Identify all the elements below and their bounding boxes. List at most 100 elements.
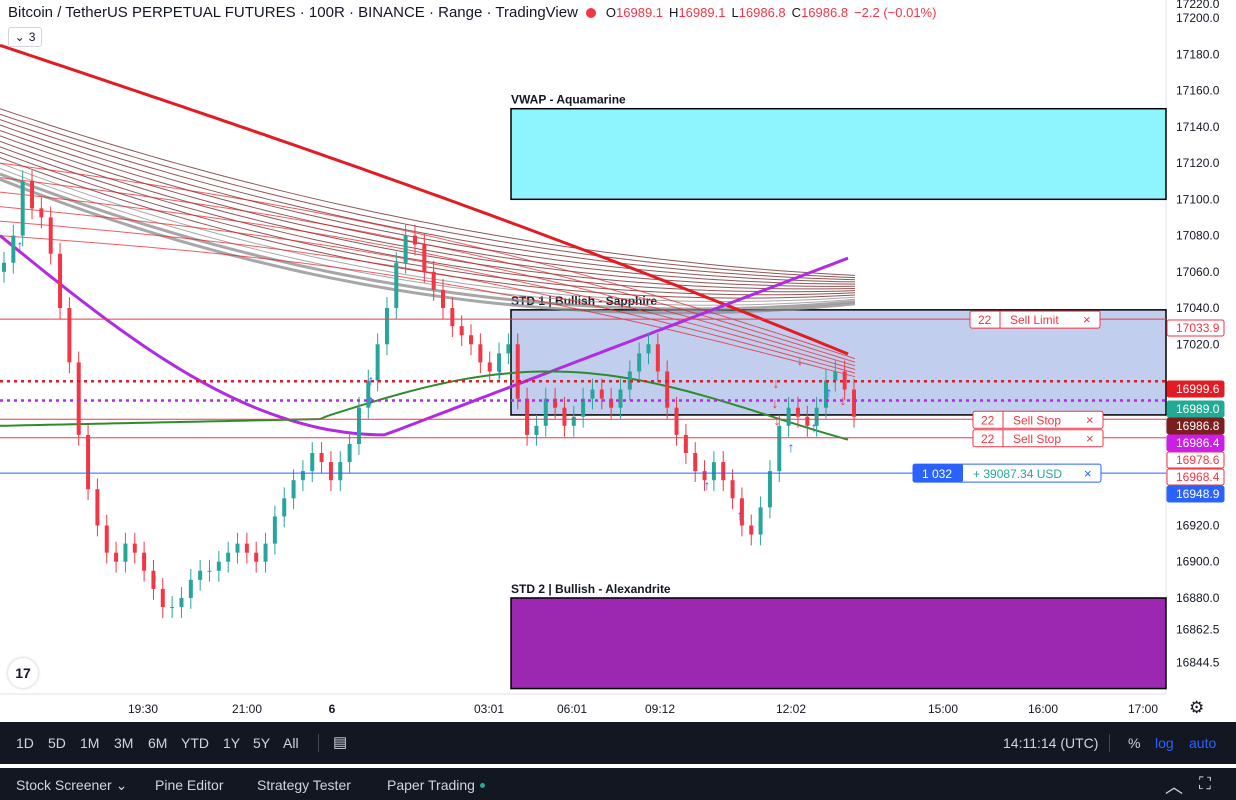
- range-button-5y[interactable]: 5Y: [253, 735, 271, 751]
- chevron-up-icon[interactable]: ︿: [1165, 777, 1183, 797]
- ma-ribbon-line: [0, 146, 856, 293]
- candle-body: [86, 434, 91, 490]
- candle-body: [618, 389, 623, 408]
- range-button-ytd[interactable]: YTD: [181, 735, 209, 751]
- candle-body: [375, 344, 380, 381]
- candle-body: [207, 570, 212, 572]
- ma-ribbon-line: [0, 140, 856, 290]
- price-tick-label: 16862.5: [1176, 623, 1220, 637]
- gear-icon[interactable]: ⚙: [1189, 698, 1205, 717]
- chevron-down-icon: ⌄: [14, 30, 25, 44]
- candle-body: [749, 525, 754, 535]
- range-button-3m[interactable]: 3M: [114, 735, 134, 751]
- candle-body: [291, 480, 296, 499]
- tab-stock-screener[interactable]: Stock Screener ⌄: [16, 777, 128, 793]
- sell-signal-arrow-icon: ↓: [797, 352, 804, 368]
- candle-body: [319, 453, 324, 463]
- close-order-icon[interactable]: ×: [1083, 312, 1091, 327]
- candle-body: [179, 597, 184, 608]
- price-label-text: 16999.6: [1176, 382, 1220, 396]
- range-button-1y[interactable]: 1Y: [223, 735, 241, 751]
- calendar-icon[interactable]: ▤: [333, 734, 348, 751]
- tradingview-logo[interactable]: 17: [8, 658, 38, 688]
- range-button-1d[interactable]: 1D: [16, 735, 34, 751]
- price-tick-label: 16900.0: [1176, 555, 1220, 569]
- candle-body: [226, 552, 231, 562]
- sell-signal-arrow-icon: ↓: [773, 375, 780, 391]
- order-label[interactable]: [972, 429, 1104, 448]
- candle-body: [403, 235, 408, 263]
- order-type: Sell Stop: [1013, 432, 1061, 446]
- ma-ribbon-line: [0, 108, 856, 276]
- price-tick-label: 17060.0: [1176, 265, 1220, 279]
- buy-signal-arrow-icon: ↑: [737, 507, 744, 523]
- time-tick-label: 16:00: [1028, 702, 1058, 716]
- candle-body: [441, 289, 446, 309]
- position-pnl: + 39087.34 USD: [973, 467, 1062, 481]
- range-button-6m[interactable]: 6M: [148, 735, 168, 751]
- range-button-all[interactable]: All: [283, 735, 299, 751]
- high-value: 16989.1: [678, 5, 726, 20]
- candle-body: [590, 389, 595, 399]
- fullscreen-icon[interactable]: ⛶: [1199, 774, 1211, 793]
- candle-body: [842, 371, 847, 390]
- percent-scale-button[interactable]: %: [1128, 735, 1141, 751]
- candle-body: [356, 407, 361, 444]
- candle-body: [459, 326, 464, 336]
- candle-body: [160, 588, 165, 608]
- buy-signal-arrow-icon: ↑: [704, 477, 711, 493]
- toolbar-divider: [318, 734, 319, 752]
- close-order-icon[interactable]: ×: [1086, 431, 1094, 446]
- order-type: Sell Limit: [1010, 313, 1059, 327]
- ma-ribbon-line: [0, 113, 856, 279]
- candle-body: [497, 353, 502, 372]
- candle-body: [254, 552, 259, 562]
- symbol-title[interactable]: Bitcoin / TetherUS PERPETUAL FUTURES · 1…: [8, 4, 578, 21]
- candle-body: [795, 407, 800, 417]
- price-tick-label: 16880.0: [1176, 591, 1220, 605]
- candle-body: [562, 407, 567, 426]
- chart-header: Bitcoin / TetherUS PERPETUAL FUTURES · 1…: [8, 4, 942, 21]
- candle-body: [132, 543, 137, 553]
- price-label-text: 16948.9: [1176, 487, 1220, 501]
- candle-body: [310, 453, 315, 472]
- range-button-1m[interactable]: 1M: [80, 735, 100, 751]
- indicator-toggle-button[interactable]: ⌄ 3: [8, 27, 42, 47]
- auto-scale-button[interactable]: auto: [1189, 735, 1217, 751]
- candle-body: [338, 462, 343, 481]
- order-label[interactable]: [972, 410, 1104, 429]
- candle-body: [11, 235, 16, 263]
- ma-ribbon-line: [0, 206, 856, 370]
- candle-body: [198, 570, 203, 580]
- tab-paper-trading[interactable]: Paper Trading: [387, 777, 485, 793]
- ma-ribbon-line: [0, 124, 856, 283]
- utc-clock[interactable]: 14:11:14 (UTC): [1003, 735, 1099, 751]
- candle-body: [852, 389, 856, 417]
- candle-body: [814, 407, 819, 426]
- candle-body: [655, 344, 660, 372]
- tab-strategy-tester[interactable]: Strategy Tester: [257, 777, 351, 793]
- ma-ribbon-line: [0, 162, 856, 302]
- price-label-tag: [1166, 417, 1225, 435]
- candle-body: [674, 407, 679, 435]
- order-quantity: 22: [981, 413, 995, 427]
- price-axis[interactable]: [1166, 0, 1236, 722]
- chevron-down-icon: ⌄: [115, 777, 128, 793]
- zone-label: VWAP - Aquamarine: [511, 93, 626, 107]
- buy-signal-arrow-icon: ↑: [788, 439, 795, 455]
- candle-body: [235, 543, 240, 553]
- tab-pine-editor[interactable]: Pine Editor: [155, 777, 224, 793]
- close-order-icon[interactable]: ×: [1086, 412, 1094, 427]
- candle-body: [525, 398, 530, 435]
- candle-body: [30, 181, 35, 209]
- range-button-5d[interactable]: 5D: [48, 735, 66, 751]
- order-label[interactable]: [969, 310, 1101, 329]
- ma-ribbon-line: [0, 235, 856, 378]
- close-position-icon[interactable]: ×: [1084, 466, 1092, 481]
- log-scale-button[interactable]: log: [1155, 735, 1174, 751]
- candle-body: [758, 507, 763, 535]
- candle-body: [422, 244, 427, 272]
- candle-body: [272, 516, 277, 544]
- candle-body: [683, 434, 688, 454]
